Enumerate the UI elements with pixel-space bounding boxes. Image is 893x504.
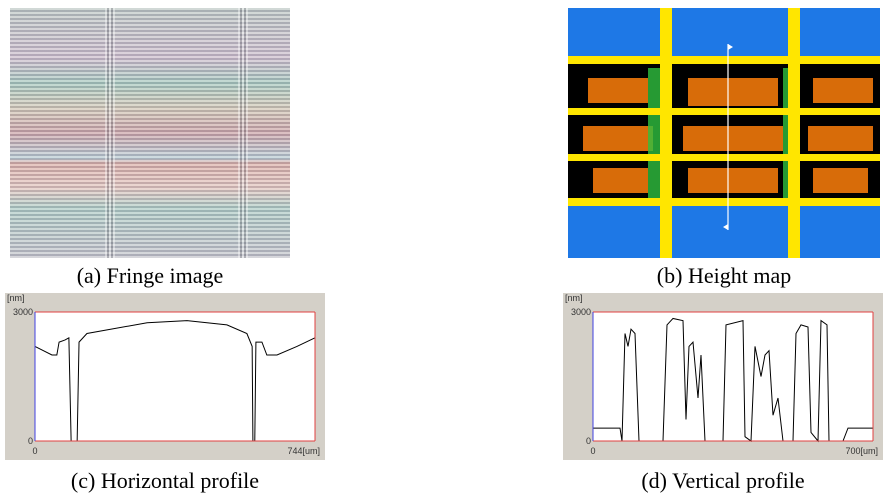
y-tick-label: 3000 <box>571 307 591 317</box>
y-axis-label: [nm] <box>565 293 583 303</box>
plot-area <box>593 312 873 441</box>
y-axis-label: [nm] <box>7 293 25 303</box>
y-tick-label: 0 <box>586 436 591 446</box>
figure: (a) Fringe image (b) Height map (c) Hori… <box>0 0 893 504</box>
y-tick-label: 0 <box>28 436 33 446</box>
charts: [nm] 0 3000 0 744[um] [nm] 0 3000 0 700[um] <box>0 0 893 504</box>
plot-area <box>35 312 315 441</box>
x-tick-label: 0 <box>32 446 37 456</box>
x-tick-label: 744[um] <box>287 446 320 456</box>
x-tick-label: 0 <box>590 446 595 456</box>
x-tick-label: 700[um] <box>845 446 878 456</box>
y-tick-label: 3000 <box>13 307 33 317</box>
